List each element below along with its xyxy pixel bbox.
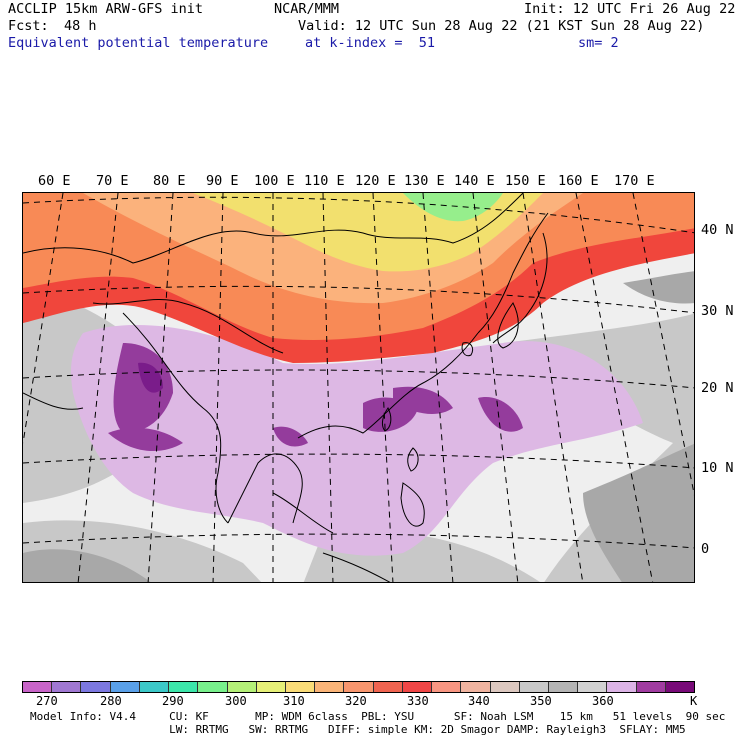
model-info-line2: LW: RRTMG SW: RRTMG DIFF: simple KM: 2D …	[30, 723, 686, 736]
lon-label: 130 E	[404, 173, 445, 189]
colorbar-swatch	[198, 682, 228, 692]
model-title: ACCLIP 15km ARW-GFS init	[8, 1, 204, 17]
lon-label: 150 E	[505, 173, 546, 189]
colorbar-swatch	[256, 682, 286, 692]
colorbar-swatch	[52, 682, 82, 692]
purple-patch	[113, 343, 173, 433]
colorbar-swatch	[110, 682, 140, 692]
colorbar-tick: 280	[100, 694, 122, 708]
dark-gray-region	[23, 549, 151, 582]
colorbar-swatch	[169, 682, 199, 692]
colorbar-tick: 320	[345, 694, 367, 708]
colorbar-swatch	[344, 682, 374, 692]
level-info: at k-index = 51	[305, 35, 436, 51]
colorbar-swatch	[490, 682, 520, 692]
colorbar-swatch	[402, 682, 433, 692]
green-band	[403, 193, 503, 222]
colorbar-swatch	[519, 682, 549, 692]
model-info-line1: Model Info: V4.4 CU: KF MP: WDM 6class P…	[30, 710, 726, 723]
smoothing-info: sm= 2	[578, 35, 619, 51]
colorbar-swatch	[139, 682, 170, 692]
lon-label: 120 E	[355, 173, 396, 189]
colorbar-tick: 310	[283, 694, 305, 708]
colorbar-swatch	[23, 682, 53, 692]
purple-patch	[478, 397, 523, 432]
lon-label: 80 E	[153, 173, 186, 189]
colorbar-swatch	[315, 682, 345, 692]
map-canvas	[23, 193, 694, 582]
colorbar-tick: 290	[162, 694, 184, 708]
dark-purple-patch	[138, 362, 163, 393]
purple-patch	[273, 426, 308, 447]
colorbar-swatch	[461, 682, 491, 692]
lon-label: 90 E	[206, 173, 239, 189]
colorbar-tick: 360	[592, 694, 614, 708]
lon-label: 110 E	[304, 173, 345, 189]
dark-gray-region	[583, 443, 694, 582]
colorbar-tick: 300	[225, 694, 247, 708]
theta-e-map	[22, 192, 695, 583]
dark-gray-region	[623, 271, 694, 304]
field-name: Equivalent potential temperature	[8, 35, 269, 51]
colorbar-swatch	[227, 682, 257, 692]
init-time: Init: 12 UTC Fri 26 Aug 22	[524, 1, 736, 17]
lon-label: 140 E	[454, 173, 495, 189]
lon-label: 70 E	[96, 173, 129, 189]
lat-label: 10 N	[701, 460, 734, 476]
coastlines	[23, 193, 549, 582]
colorbar-swatch	[548, 682, 579, 692]
colorbar-swatch	[432, 682, 462, 692]
colorbar-swatch	[636, 682, 666, 692]
lat-label: 40 N	[701, 222, 734, 238]
colorbar-tick: 330	[407, 694, 429, 708]
colorbar-swatch	[607, 682, 637, 692]
lon-label: 100 E	[254, 173, 295, 189]
colorbar-swatch	[665, 682, 695, 692]
forecast-label: Fcst:	[8, 18, 49, 34]
colorbar-swatch	[373, 682, 403, 692]
center-name: NCAR/MMM	[274, 1, 340, 17]
orange-band	[643, 193, 694, 225]
colorbar-swatch	[285, 682, 316, 692]
purple-patch	[108, 427, 183, 452]
colorbar-tick: 350	[530, 694, 552, 708]
lat-label: 0	[701, 541, 710, 557]
lat-label: 20 N	[701, 380, 734, 396]
lavender-region	[71, 324, 644, 556]
forecast-hours: 48 h	[64, 18, 97, 34]
lat-label: 30 N	[701, 303, 734, 319]
lon-label: 170 E	[614, 173, 655, 189]
lon-label: 160 E	[558, 173, 599, 189]
colorbar-swatch	[578, 682, 608, 692]
valid-time: Valid: 12 UTC Sun 28 Aug 22 (21 KST Sun …	[298, 18, 705, 34]
colorbar-tick: 340	[468, 694, 490, 708]
lon-label: 60 E	[38, 173, 71, 189]
colorbar-tick: 270	[36, 694, 58, 708]
colorbar-swatch	[81, 682, 111, 692]
colorbar-unit: K	[690, 694, 698, 708]
graticule	[23, 193, 694, 582]
colorbar	[22, 681, 695, 693]
